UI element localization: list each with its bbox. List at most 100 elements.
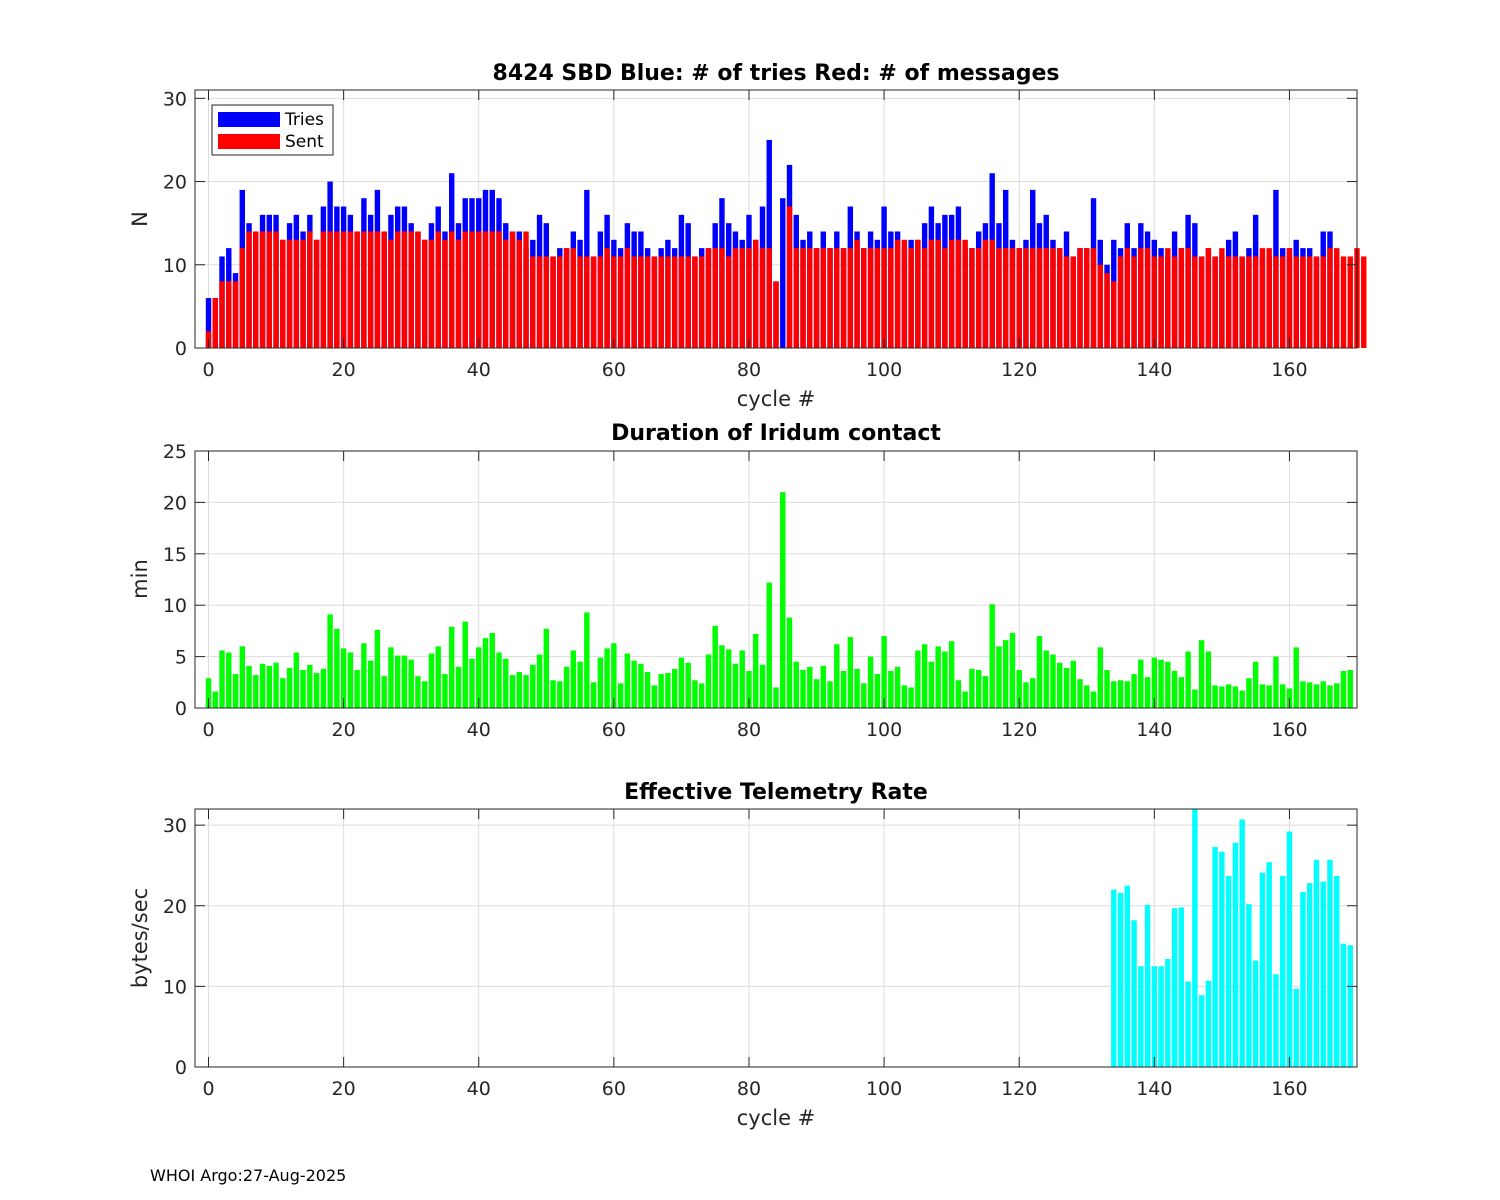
duration-bar [455,666,462,708]
duration-bar [584,612,590,708]
sent-bar [1023,248,1029,348]
sent-bar [840,248,847,348]
duration-bar [989,604,995,708]
sent-bar [496,231,502,348]
duration-bar [415,676,421,708]
x-tick-label: 140 [1136,719,1172,741]
rate-bar [1273,974,1279,1067]
sent-bar [469,231,475,348]
sent-bar [1219,248,1225,348]
duration-bar [834,644,840,708]
duration-bar [921,644,928,708]
sent-bar [1151,256,1158,348]
duration-bar [1171,670,1178,708]
duration-bar [1232,686,1239,708]
sent-bar [867,248,874,348]
duration-bar [854,668,860,708]
y-tick-label: 10 [163,255,187,277]
sent-bar [935,239,941,348]
duration-bar [759,664,766,708]
sent-bar [1239,256,1245,348]
sent-bar [1050,248,1056,348]
duration-bar [1104,669,1110,708]
sent-bar [563,248,570,348]
panel-1-title: 8424 SBD Blue: # of tries Red: # of mess… [493,61,1060,86]
sent-bar [861,248,867,348]
sent-bar [1036,248,1043,348]
sent-bar [1144,248,1151,348]
duration-bar [509,675,516,708]
sent-bar [766,248,772,348]
duration-bar [442,674,448,708]
duration-bar [219,650,225,708]
y-tick-label: 0 [175,698,187,720]
y-tick-label: 10 [163,976,187,998]
sent-bar [847,248,854,348]
duration-bar [536,654,543,708]
sent-bar [1192,256,1198,348]
duration-bar [719,645,725,708]
duration-bar [1043,650,1049,708]
rate-bar [1286,831,1293,1067]
duration-bar [1279,684,1286,708]
sent-bar [246,231,252,348]
sent-bar [726,256,732,348]
duration-bar [780,492,786,708]
y-tick-label: 20 [163,896,187,918]
sent-bar [536,256,543,348]
duration-bar [685,662,691,708]
sent-bar [1063,256,1070,348]
sent-bar [928,239,935,348]
x-tick-label: 20 [332,359,356,381]
sent-bar [253,231,259,348]
duration-bar [1090,691,1097,708]
panel-2-axes-box [194,450,1358,709]
duration-bar [732,663,739,708]
sent-bar [624,248,631,348]
duration-bar [800,669,806,708]
duration-bar [557,681,563,708]
sent-bar [280,239,286,348]
sent-bar [584,256,590,348]
sent-bar [732,248,739,348]
duration-bar [705,654,712,708]
duration-bar [1158,659,1164,708]
duration-bar [1117,680,1124,708]
sent-bar [354,231,360,348]
x-tick-label: 120 [1001,1078,1037,1100]
sent-bar [1111,281,1117,348]
sent-bar [746,248,752,348]
sent-bar [813,248,820,348]
sent-bar [651,256,658,348]
sent-bar [1131,256,1137,348]
sent-bar [1009,248,1016,348]
duration-bar [361,643,367,708]
duration-bar [935,646,941,708]
sent-bar [915,239,921,348]
x-tick-label: 140 [1136,359,1172,381]
sent-bar [421,239,428,348]
sent-bar [489,231,495,348]
rate-bar [1205,980,1212,1067]
rate-bar [1111,889,1117,1067]
panel-1-ylabel: N [128,211,152,227]
duration-bar [915,650,921,708]
sent-bar [273,231,279,348]
rate-bar [1144,904,1151,1067]
sent-bar [894,239,901,348]
duration-bar [908,687,914,708]
legend-tries-label: Tries [284,110,324,130]
duration-bar [604,648,610,708]
sent-bar [1057,248,1063,348]
sent-bar [908,248,914,348]
duration-bar [1347,669,1353,708]
sent-bar [1077,248,1083,348]
duration-bar [975,669,982,708]
duration-bar [597,657,604,708]
duration-bar [651,685,658,708]
sent-bar [874,248,881,348]
sent-bar [516,239,522,348]
sent-bar [753,239,759,348]
duration-bar [1036,636,1043,708]
duration-bar [1144,677,1151,708]
